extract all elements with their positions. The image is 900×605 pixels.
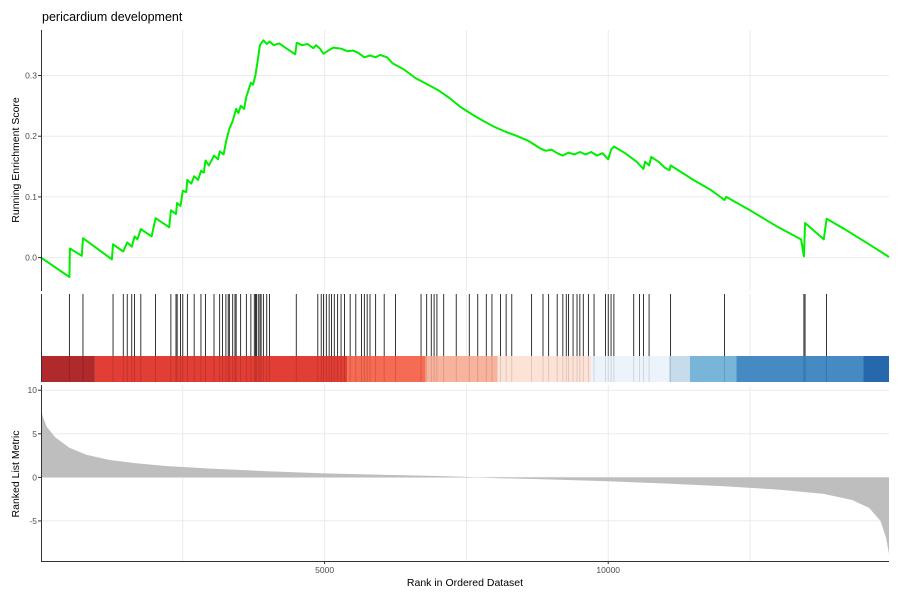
- enrichment-panel: 0.0 0.1 0.2 0.3 Running Enrichment Score: [10, 30, 890, 291]
- y-tick-label: 5: [32, 429, 37, 439]
- x-ticks: 5000 10000: [315, 561, 620, 575]
- rank-color-band: [668, 356, 690, 382]
- running-enrichment-line: [40, 39, 890, 278]
- gene-hit-panel: [41, 294, 889, 382]
- rank-color-band: [689, 356, 737, 382]
- enrichment-y-label: Running Enrichment Score: [10, 97, 22, 223]
- y-tick-label: 0.1: [25, 192, 37, 202]
- chart-title: pericardium development: [42, 10, 183, 24]
- y-tick-label: 0.0: [25, 253, 37, 263]
- y-tick-label: 0: [32, 472, 37, 482]
- ranked-metric-area: [41, 407, 889, 554]
- rank-color-band: [863, 356, 889, 382]
- enrichment-gridlines: [41, 30, 889, 291]
- rank-color-band: [497, 356, 592, 382]
- x-tick-label: 5000: [315, 565, 334, 575]
- rank-color-band: [591, 356, 669, 382]
- metric-y-label: Ranked List Metric: [10, 431, 22, 518]
- y-tick-label: 0.2: [25, 131, 37, 141]
- rank-color-band: [41, 356, 95, 382]
- x-tick-label: 10000: [596, 565, 620, 575]
- hit-gridlines: [182, 294, 751, 356]
- rank-color-band: [347, 356, 426, 382]
- rank-color-band: [94, 356, 348, 382]
- y-tick-label: 10: [28, 385, 38, 395]
- y-tick-label: 0.3: [25, 71, 37, 81]
- rank-color-band: [425, 356, 498, 382]
- rank-color-band: [736, 356, 864, 382]
- enrichment-y-ticks: 0.0 0.1 0.2 0.3: [25, 71, 41, 263]
- rank-color-bar: [41, 356, 889, 382]
- metric-y-ticks: -5 0 5 10: [28, 385, 41, 526]
- x-axis-label: Rank in Ordered Dataset: [407, 577, 523, 589]
- ranked-metric-panel: -5 0 5 10 5000 10000 Ranked List Metric Rank…: [10, 385, 889, 589]
- y-tick-label: -5: [29, 516, 37, 526]
